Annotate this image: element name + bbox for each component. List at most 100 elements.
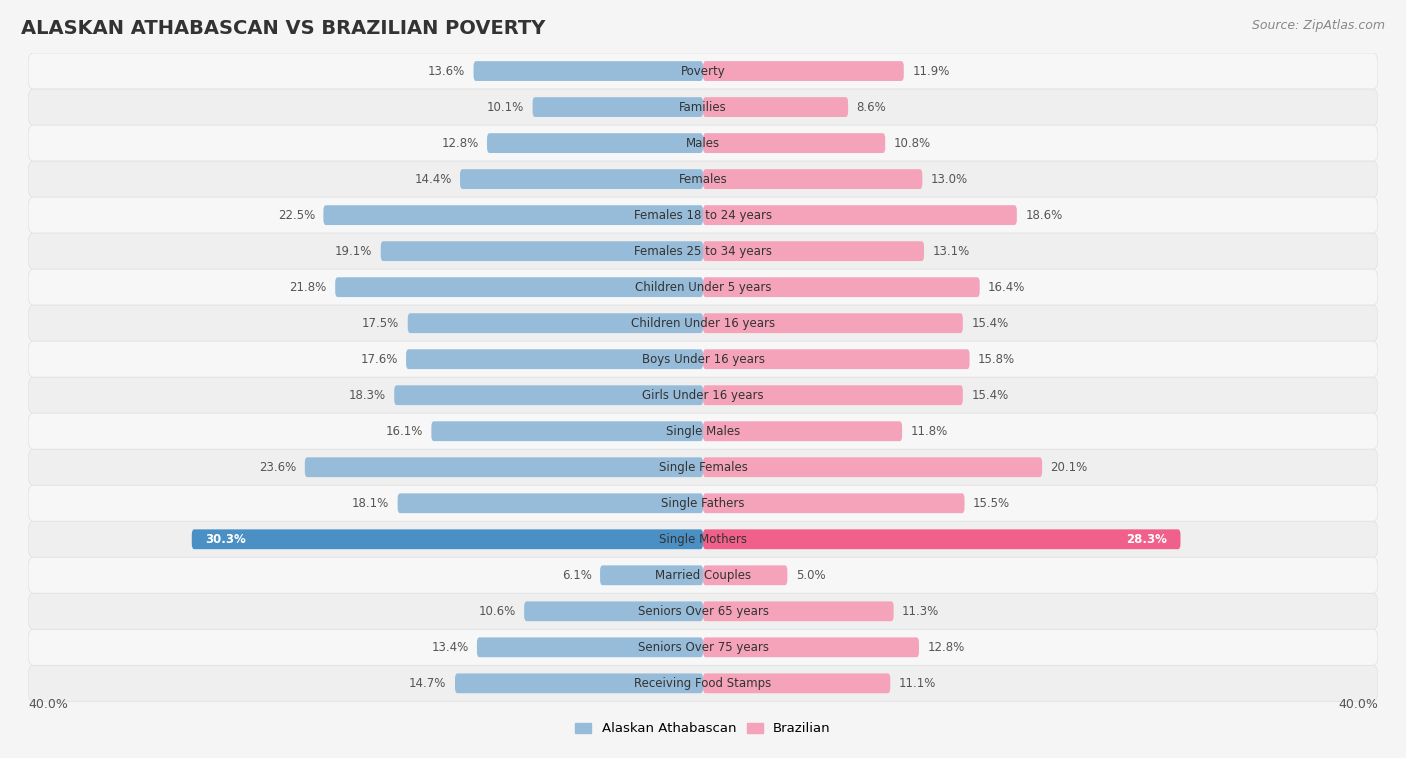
- FancyBboxPatch shape: [28, 449, 1378, 485]
- Text: ALASKAN ATHABASCAN VS BRAZILIAN POVERTY: ALASKAN ATHABASCAN VS BRAZILIAN POVERTY: [21, 19, 546, 38]
- FancyBboxPatch shape: [600, 565, 703, 585]
- Text: 10.6%: 10.6%: [478, 605, 516, 618]
- Text: 12.8%: 12.8%: [928, 641, 965, 654]
- FancyBboxPatch shape: [460, 169, 703, 189]
- Text: 12.8%: 12.8%: [441, 136, 478, 149]
- FancyBboxPatch shape: [703, 565, 787, 585]
- Text: Females: Females: [679, 173, 727, 186]
- FancyBboxPatch shape: [703, 277, 980, 297]
- FancyBboxPatch shape: [28, 557, 1378, 594]
- FancyBboxPatch shape: [28, 666, 1378, 701]
- FancyBboxPatch shape: [28, 233, 1378, 269]
- Text: 21.8%: 21.8%: [290, 280, 326, 293]
- Text: 11.9%: 11.9%: [912, 64, 949, 77]
- Text: 17.6%: 17.6%: [360, 352, 398, 365]
- FancyBboxPatch shape: [28, 197, 1378, 233]
- Text: Boys Under 16 years: Boys Under 16 years: [641, 352, 765, 365]
- Text: Receiving Food Stamps: Receiving Food Stamps: [634, 677, 772, 690]
- Text: 11.8%: 11.8%: [911, 424, 948, 437]
- FancyBboxPatch shape: [703, 205, 1017, 225]
- Text: Girls Under 16 years: Girls Under 16 years: [643, 389, 763, 402]
- FancyBboxPatch shape: [703, 313, 963, 333]
- FancyBboxPatch shape: [28, 485, 1378, 522]
- FancyBboxPatch shape: [28, 629, 1378, 666]
- FancyBboxPatch shape: [28, 341, 1378, 377]
- FancyBboxPatch shape: [381, 241, 703, 261]
- FancyBboxPatch shape: [703, 421, 903, 441]
- FancyBboxPatch shape: [305, 457, 703, 477]
- Text: 10.8%: 10.8%: [894, 136, 931, 149]
- FancyBboxPatch shape: [28, 269, 1378, 305]
- FancyBboxPatch shape: [703, 241, 924, 261]
- Text: 19.1%: 19.1%: [335, 245, 373, 258]
- Text: Females 18 to 24 years: Females 18 to 24 years: [634, 208, 772, 221]
- Text: 15.5%: 15.5%: [973, 496, 1010, 509]
- FancyBboxPatch shape: [28, 305, 1378, 341]
- Text: 22.5%: 22.5%: [278, 208, 315, 221]
- FancyBboxPatch shape: [703, 601, 894, 622]
- FancyBboxPatch shape: [477, 637, 703, 657]
- FancyBboxPatch shape: [533, 97, 703, 117]
- Text: Children Under 5 years: Children Under 5 years: [634, 280, 772, 293]
- Text: Seniors Over 75 years: Seniors Over 75 years: [637, 641, 769, 654]
- Text: 28.3%: 28.3%: [1126, 533, 1167, 546]
- FancyBboxPatch shape: [28, 594, 1378, 629]
- FancyBboxPatch shape: [28, 377, 1378, 413]
- FancyBboxPatch shape: [474, 61, 703, 81]
- Text: Poverty: Poverty: [681, 64, 725, 77]
- Text: 8.6%: 8.6%: [856, 101, 886, 114]
- FancyBboxPatch shape: [703, 385, 963, 405]
- FancyBboxPatch shape: [432, 421, 703, 441]
- Text: Females 25 to 34 years: Females 25 to 34 years: [634, 245, 772, 258]
- FancyBboxPatch shape: [323, 205, 703, 225]
- Text: Single Females: Single Females: [658, 461, 748, 474]
- Text: Single Mothers: Single Mothers: [659, 533, 747, 546]
- FancyBboxPatch shape: [703, 61, 904, 81]
- FancyBboxPatch shape: [335, 277, 703, 297]
- FancyBboxPatch shape: [456, 673, 703, 694]
- FancyBboxPatch shape: [394, 385, 703, 405]
- FancyBboxPatch shape: [28, 161, 1378, 197]
- FancyBboxPatch shape: [703, 97, 848, 117]
- Text: 15.8%: 15.8%: [979, 352, 1015, 365]
- Text: 17.5%: 17.5%: [363, 317, 399, 330]
- FancyBboxPatch shape: [703, 133, 886, 153]
- FancyBboxPatch shape: [703, 349, 970, 369]
- FancyBboxPatch shape: [28, 413, 1378, 449]
- Text: 6.1%: 6.1%: [562, 568, 592, 582]
- FancyBboxPatch shape: [28, 53, 1378, 89]
- Text: Source: ZipAtlas.com: Source: ZipAtlas.com: [1251, 19, 1385, 32]
- FancyBboxPatch shape: [703, 457, 1042, 477]
- FancyBboxPatch shape: [703, 169, 922, 189]
- Legend: Alaskan Athabascan, Brazilian: Alaskan Athabascan, Brazilian: [569, 717, 837, 741]
- FancyBboxPatch shape: [703, 673, 890, 694]
- Text: 5.0%: 5.0%: [796, 568, 825, 582]
- FancyBboxPatch shape: [703, 493, 965, 513]
- Text: Children Under 16 years: Children Under 16 years: [631, 317, 775, 330]
- Text: 16.4%: 16.4%: [988, 280, 1025, 293]
- Text: 20.1%: 20.1%: [1050, 461, 1088, 474]
- Text: 13.1%: 13.1%: [932, 245, 970, 258]
- FancyBboxPatch shape: [398, 493, 703, 513]
- Text: 30.3%: 30.3%: [205, 533, 246, 546]
- Text: 18.6%: 18.6%: [1025, 208, 1063, 221]
- Text: 14.4%: 14.4%: [415, 173, 451, 186]
- Text: 16.1%: 16.1%: [385, 424, 423, 437]
- Text: Males: Males: [686, 136, 720, 149]
- FancyBboxPatch shape: [406, 349, 703, 369]
- FancyBboxPatch shape: [28, 522, 1378, 557]
- Text: 11.1%: 11.1%: [898, 677, 936, 690]
- FancyBboxPatch shape: [703, 637, 920, 657]
- Text: 11.3%: 11.3%: [903, 605, 939, 618]
- Text: 18.1%: 18.1%: [352, 496, 389, 509]
- Text: 18.3%: 18.3%: [349, 389, 385, 402]
- Text: 40.0%: 40.0%: [1339, 697, 1378, 711]
- Text: 14.7%: 14.7%: [409, 677, 447, 690]
- Text: 15.4%: 15.4%: [972, 389, 1008, 402]
- FancyBboxPatch shape: [191, 529, 703, 550]
- Text: 15.4%: 15.4%: [972, 317, 1008, 330]
- Text: 13.0%: 13.0%: [931, 173, 967, 186]
- FancyBboxPatch shape: [28, 125, 1378, 161]
- Text: Married Couples: Married Couples: [655, 568, 751, 582]
- Text: 40.0%: 40.0%: [28, 697, 67, 711]
